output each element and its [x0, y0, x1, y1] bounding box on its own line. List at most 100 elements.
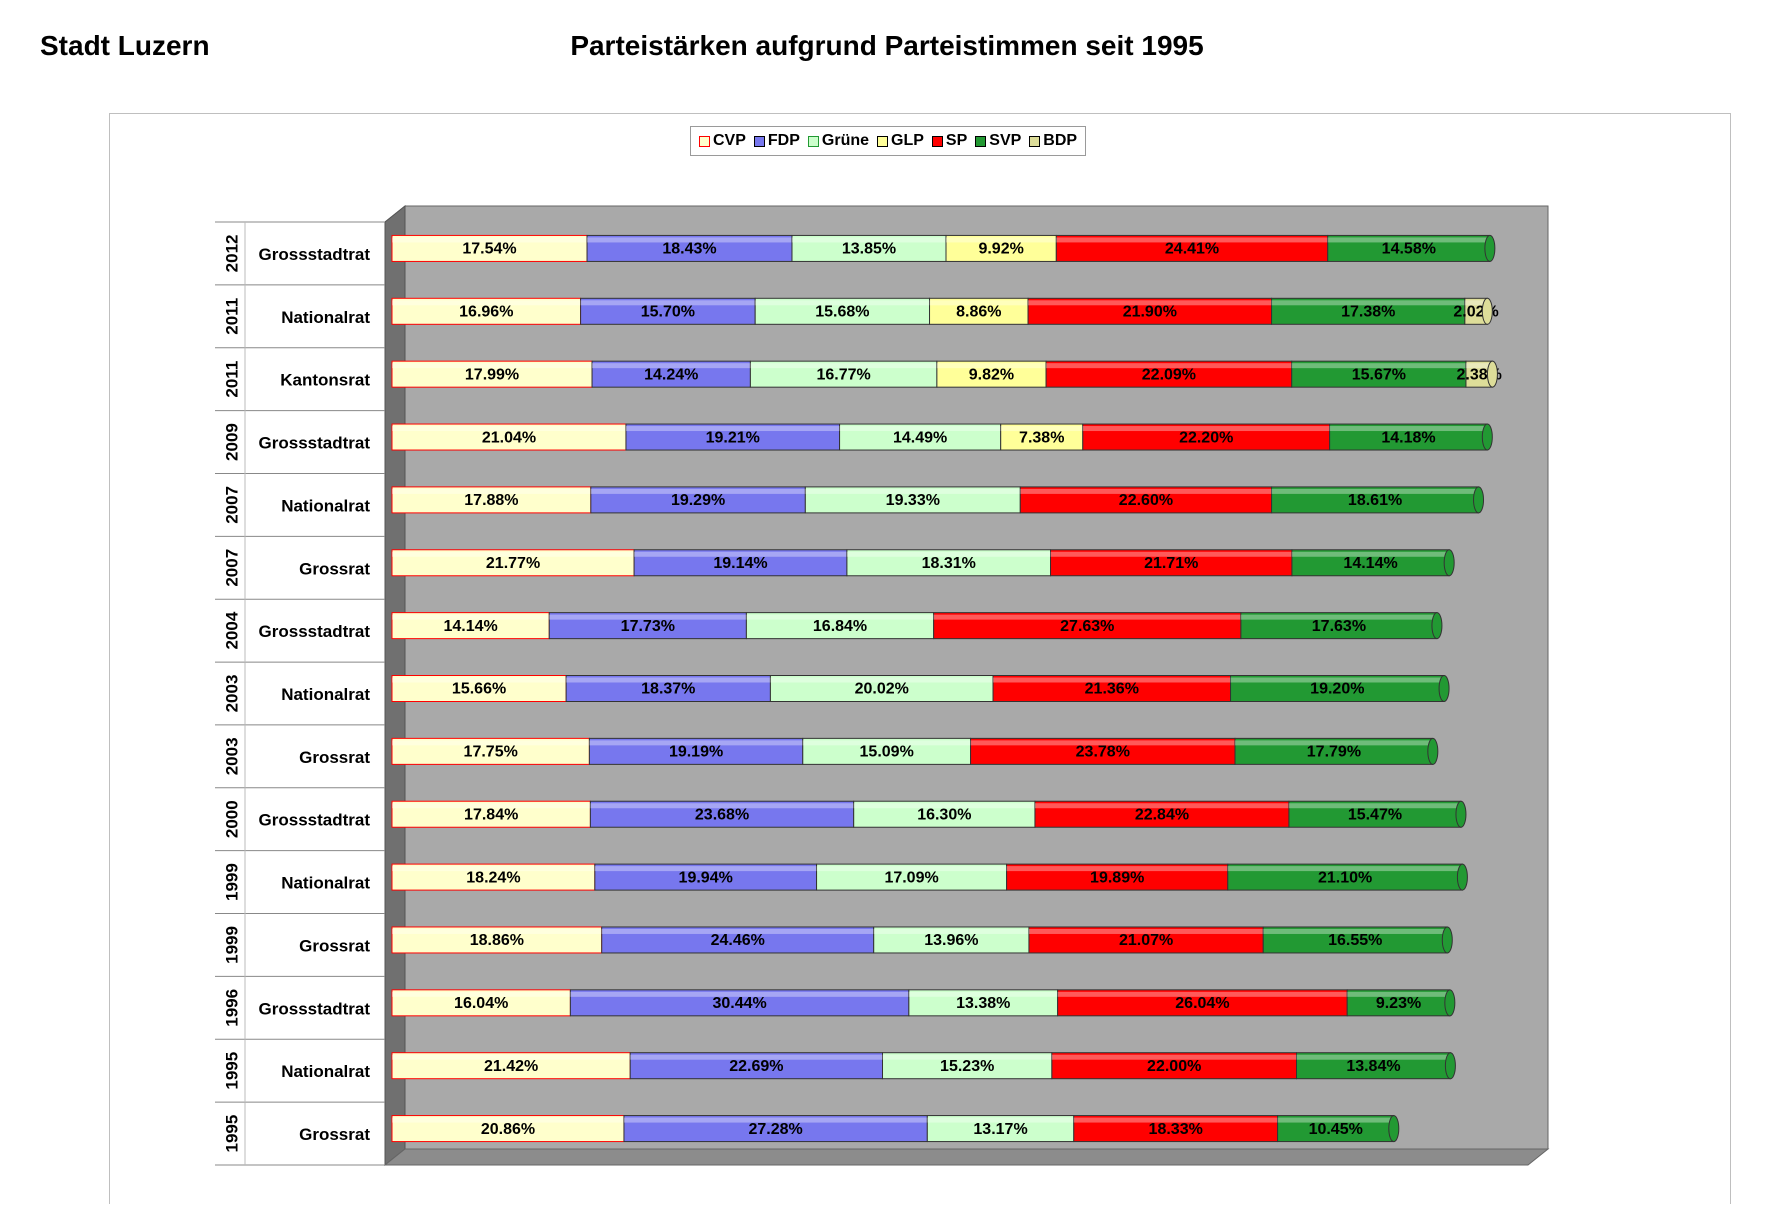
- year-label: 2007: [222, 486, 241, 524]
- category-axis: 2012 Grossstadtrat 2011 Nationalrat 2011 Kant…: [215, 221, 385, 1166]
- data-label: 19.94%: [679, 869, 733, 886]
- bar-segment-svp: [1230, 675, 1445, 702]
- data-label: 14.14%: [1343, 555, 1397, 572]
- election-label: Grossrat: [299, 748, 370, 767]
- election-label: Nationalrat: [281, 496, 370, 515]
- legend-swatch-gruene: [807, 135, 819, 147]
- bar-highlight: [750, 363, 937, 369]
- year-label: 2003: [222, 675, 241, 713]
- data-label: 14.14%: [443, 618, 497, 635]
- data-label: 18.24%: [466, 869, 520, 886]
- data-label: 17.79%: [1307, 744, 1361, 761]
- data-label: 21.10%: [1318, 869, 1372, 886]
- bar-highlight: [1028, 300, 1272, 306]
- data-label: 21.07%: [1119, 932, 1173, 949]
- bar-highlight: [993, 677, 1231, 683]
- bar-highlight: [1465, 363, 1493, 369]
- bar-segment-sp: [1073, 1115, 1279, 1143]
- bar-segment-svp: [1271, 297, 1466, 325]
- bar-highlight: [1291, 551, 1450, 557]
- city-label: Stadt Luzern: [40, 30, 210, 61]
- bar-highlight: [392, 677, 567, 683]
- year-label: 1995: [222, 1052, 241, 1090]
- bar-segment-fdp: [633, 549, 848, 577]
- bar-highlight: [755, 300, 930, 306]
- bar-segment-fdp: [569, 989, 910, 1017]
- bar-segment-gruene: [802, 737, 972, 765]
- legend-item-svp: SVP: [975, 132, 1021, 150]
- year-label: 2003: [222, 737, 241, 775]
- bar-highlight: [1347, 991, 1450, 997]
- data-label: 9.23%: [1376, 995, 1421, 1012]
- bar-segment-svp: [1327, 234, 1491, 262]
- data-label: 21.04%: [482, 429, 536, 446]
- chart-legend: CVP FDP Grüne GLP SP SVP BDP: [690, 126, 1087, 156]
- bar-highlight: [933, 614, 1241, 620]
- year-label: 1995: [222, 1115, 241, 1153]
- bar-highlight: [392, 237, 588, 243]
- bar-highlight: [1230, 677, 1445, 683]
- bar-segment-cvp: [391, 1115, 625, 1143]
- data-label: 19.29%: [671, 492, 725, 509]
- bar-highlight: [1235, 740, 1433, 746]
- data-label: 21.90%: [1123, 304, 1177, 321]
- bar-segment-cvp: [391, 989, 571, 1017]
- bar-highlight: [791, 237, 946, 243]
- election-label: Grossstadtrat: [259, 622, 371, 641]
- legend-item-bdp: BDP: [1029, 132, 1077, 150]
- bar-highlight: [846, 551, 1051, 557]
- data-label: 15.68%: [815, 304, 869, 321]
- bar-segment-gruene: [908, 989, 1059, 1017]
- bar-highlight: [1020, 488, 1272, 494]
- bar-segment-cvp: [391, 297, 582, 325]
- bar-end-cap: [1484, 234, 1496, 262]
- bar-highlight: [873, 928, 1029, 934]
- bar-highlight: [601, 928, 874, 934]
- bar-segment-gruene: [745, 612, 935, 640]
- bar-highlight: [1277, 1117, 1394, 1123]
- bar-end-cap: [1481, 297, 1493, 325]
- bar-highlight: [1050, 551, 1292, 557]
- data-label: 14.18%: [1381, 429, 1435, 446]
- data-label: 24.41%: [1165, 241, 1219, 258]
- bar-highlight: [570, 991, 909, 997]
- bar-segment-fdp: [580, 297, 756, 325]
- data-label: 21.36%: [1085, 681, 1139, 698]
- data-label: 20.02%: [855, 681, 909, 698]
- bar-segment-glp: [1000, 423, 1084, 451]
- data-label: 17.63%: [1312, 618, 1366, 635]
- bar-segment-sp: [933, 612, 1242, 640]
- bar-highlight: [580, 300, 756, 306]
- data-label: 17.73%: [621, 618, 675, 635]
- data-label: 13.17%: [973, 1121, 1027, 1138]
- bar-highlight: [592, 363, 751, 369]
- bar-segment-sp: [992, 675, 1232, 702]
- data-label: 14.49%: [893, 429, 947, 446]
- bar-end-cap: [1441, 926, 1453, 954]
- data-label: 13.85%: [842, 241, 896, 258]
- bar-highlight: [392, 991, 571, 997]
- legend-label-svp: SVP: [989, 132, 1022, 149]
- data-label: 9.92%: [978, 241, 1023, 258]
- bar-segment-svp: [1291, 549, 1450, 577]
- bar-highlight: [590, 488, 806, 494]
- bar-highlight: [970, 740, 1236, 746]
- bar-segment-sp: [1027, 297, 1273, 325]
- data-label: 17.99%: [465, 366, 519, 383]
- bar-highlight: [1288, 803, 1461, 809]
- data-label: 19.19%: [669, 744, 723, 761]
- bar-end-cap: [1438, 675, 1450, 702]
- bar-highlight: [929, 300, 1029, 306]
- data-label: 14.58%: [1382, 241, 1436, 258]
- bar-segment-svp: [1291, 360, 1467, 388]
- data-label: 22.20%: [1179, 429, 1233, 446]
- bar-highlight: [882, 1054, 1052, 1060]
- data-label: 18.33%: [1149, 1121, 1203, 1138]
- bar-highlight: [802, 740, 971, 746]
- bar-segment-svp: [1296, 1052, 1451, 1080]
- bar-segment-gruene: [791, 234, 947, 262]
- data-label: 21.71%: [1144, 555, 1198, 572]
- bar-segment-fdp: [588, 737, 804, 765]
- bar-end-cap: [1427, 737, 1439, 765]
- year-label: 2009: [222, 423, 241, 461]
